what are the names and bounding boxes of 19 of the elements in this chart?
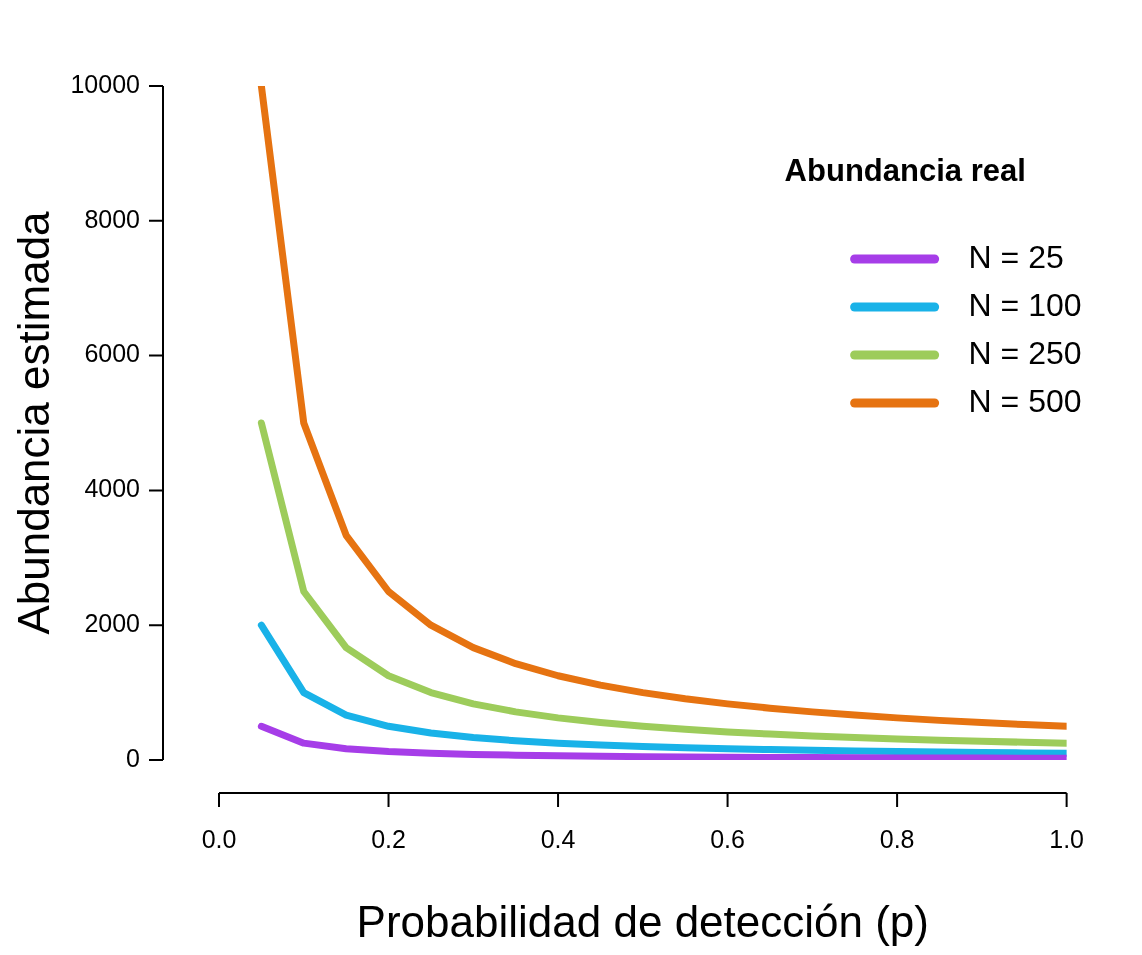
y-axis-title: Abundancia estimada (8, 210, 58, 635)
legend-label: N = 250 (968, 334, 1082, 371)
y-tick-label: 0 (126, 743, 140, 772)
x-tick-label: 0.6 (710, 824, 745, 853)
y-tick-label: 4000 (84, 474, 140, 503)
x-tick-label: 0.8 (879, 824, 915, 853)
y-tick-label: 10000 (70, 69, 140, 98)
x-tick-label: 0.4 (540, 824, 576, 853)
legend-label: N = 25 (968, 238, 1064, 275)
legend-label: N = 100 (968, 286, 1082, 323)
x-tick-label: 1.0 (1049, 824, 1085, 853)
y-tick-label: 6000 (84, 339, 140, 368)
y-tick-label: 2000 (84, 609, 140, 638)
legend-title: Abundancia real (784, 152, 1026, 188)
x-tick-label: 0.0 (201, 824, 237, 853)
legend-label: N = 500 (968, 382, 1082, 419)
y-tick-label: 8000 (84, 204, 140, 233)
x-axis-title: Probabilidad de detección (p) (356, 896, 929, 946)
x-tick-label: 0.2 (371, 824, 406, 853)
